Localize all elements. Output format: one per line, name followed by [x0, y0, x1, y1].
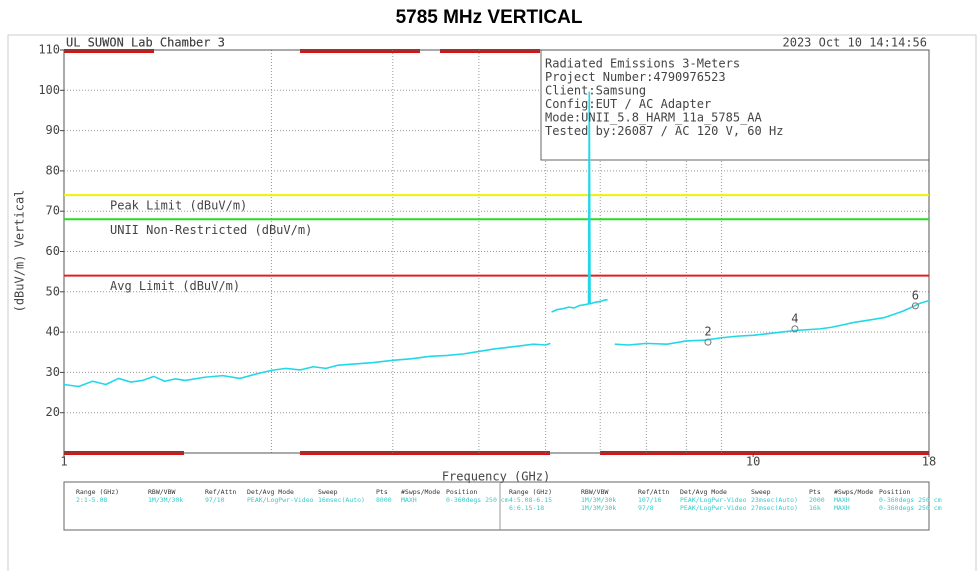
table-cell: MAXH — [834, 496, 850, 504]
marker-label: 6 — [912, 288, 919, 302]
table-cell: 6:6.15-18 — [509, 504, 544, 512]
table-cell: PEAK/LogPwr-Video — [247, 496, 314, 504]
table-cell: 2000 — [809, 496, 825, 504]
table-cell: 1M/3M/30k — [581, 504, 616, 512]
info-line: Config:EUT / AC Adapter — [545, 97, 711, 111]
y-tick-label: 50 — [46, 284, 60, 298]
panel-outline — [7, 34, 977, 571]
limit-label: Avg Limit (dBuV/m) — [110, 279, 240, 293]
table-cell: 2:1-5.08 — [76, 496, 107, 504]
table-header: RBW/VBW — [148, 488, 175, 496]
marker — [911, 302, 919, 310]
table-cell: MAXH — [834, 504, 850, 512]
limit-label: Peak Limit (dBuV/m) — [110, 199, 247, 213]
table-cell: 1M/3M/30k — [581, 496, 616, 504]
table-cell: PEAK/LogPwr-Video — [680, 496, 747, 504]
y-axis-label: (dBuV/m) Vertical — [13, 190, 27, 313]
table-cell: 97/8 — [638, 504, 654, 512]
y-tick-label: 110 — [38, 43, 60, 57]
table-cell: 0-360degs 250 cm — [879, 504, 942, 512]
settings-box — [63, 481, 930, 531]
plot-frame — [63, 49, 930, 454]
y-tick-label: 40 — [46, 325, 60, 339]
y-tick-label: 60 — [46, 244, 60, 258]
trace — [614, 299, 930, 346]
x-tick-label: 18 — [922, 455, 936, 469]
table-header: Sweep — [318, 488, 338, 496]
table-header: Ref/Attn — [205, 488, 236, 496]
y-tick-label: 30 — [46, 365, 60, 379]
y-tick-label: 100 — [38, 83, 60, 97]
table-cell: 16k — [809, 504, 821, 512]
table-header: #Swps/Mode — [401, 488, 440, 496]
y-tick-label: 90 — [46, 123, 60, 137]
trace — [551, 91, 608, 313]
y-tick-label: 80 — [46, 163, 60, 177]
table-header: RBW/VBW — [581, 488, 608, 496]
info-line: Radiated Emissions 3-Meters — [545, 57, 740, 71]
chart-title: 5785 MHz VERTICAL — [396, 7, 583, 28]
info-line: Project Number:4790976523 — [545, 70, 726, 84]
table-header: Det/Avg Mode — [247, 488, 294, 496]
info-box — [540, 49, 930, 161]
info-line: Mode:UNII_5.8_HARM_11a_5785_AA — [545, 111, 763, 125]
table-cell: 0-360degs 250 cm — [446, 496, 509, 504]
header-right: 2023 Oct 10 14:14:56 — [783, 36, 928, 50]
x-axis-label: Frequency (GHz) — [442, 470, 550, 484]
marker — [791, 325, 799, 333]
table-header: Position — [879, 488, 910, 496]
header-left: UL SUWON Lab Chamber 3 — [66, 36, 225, 50]
table-header: #Swps/Mode — [834, 488, 873, 496]
table-header: Sweep — [751, 488, 771, 496]
table-header: Pts — [809, 488, 821, 496]
table-header: Pts — [376, 488, 388, 496]
table-cell: 8000 — [376, 496, 392, 504]
x-tick-label: 10 — [746, 455, 760, 469]
info-line: Tested by:26087 / AC 120 V, 60 Hz — [545, 124, 783, 138]
marker-label: 2 — [704, 325, 711, 339]
marker-label: 4 — [791, 311, 798, 325]
table-cell: 4:5.08-6.15 — [509, 496, 552, 504]
table-header: Range (GHz) — [76, 488, 119, 496]
table-cell: 107/16 — [638, 496, 662, 504]
table-cell: 97/10 — [205, 496, 225, 504]
table-header: Position — [446, 488, 477, 496]
table-cell: PEAK/LogPwr-Video — [680, 504, 747, 512]
limit-label: UNII Non-Restricted (dBuV/m) — [110, 223, 312, 237]
table-header: Det/Avg Mode — [680, 488, 727, 496]
table-cell: 0-360degs 250 cm — [879, 496, 942, 504]
table-header: Ref/Attn — [638, 488, 669, 496]
y-tick-label: 70 — [46, 204, 60, 218]
table-cell: 16msec(Auto) — [318, 496, 365, 504]
table-cell: 27msec(Auto) — [751, 504, 798, 512]
trace — [63, 342, 551, 388]
marker — [704, 338, 712, 346]
table-header: Range (GHz) — [509, 488, 552, 496]
table-cell: 23msec(Auto) — [751, 496, 798, 504]
table-cell: MAXH — [401, 496, 417, 504]
info-line: Client:Samsung — [545, 84, 646, 98]
x-tick-label: 1 — [60, 455, 67, 469]
header-left: UL SUWON Lab Chamber 3 — [66, 36, 225, 50]
y-tick-label: 20 — [46, 405, 60, 419]
table-cell: 1M/3M/30k — [148, 496, 183, 504]
